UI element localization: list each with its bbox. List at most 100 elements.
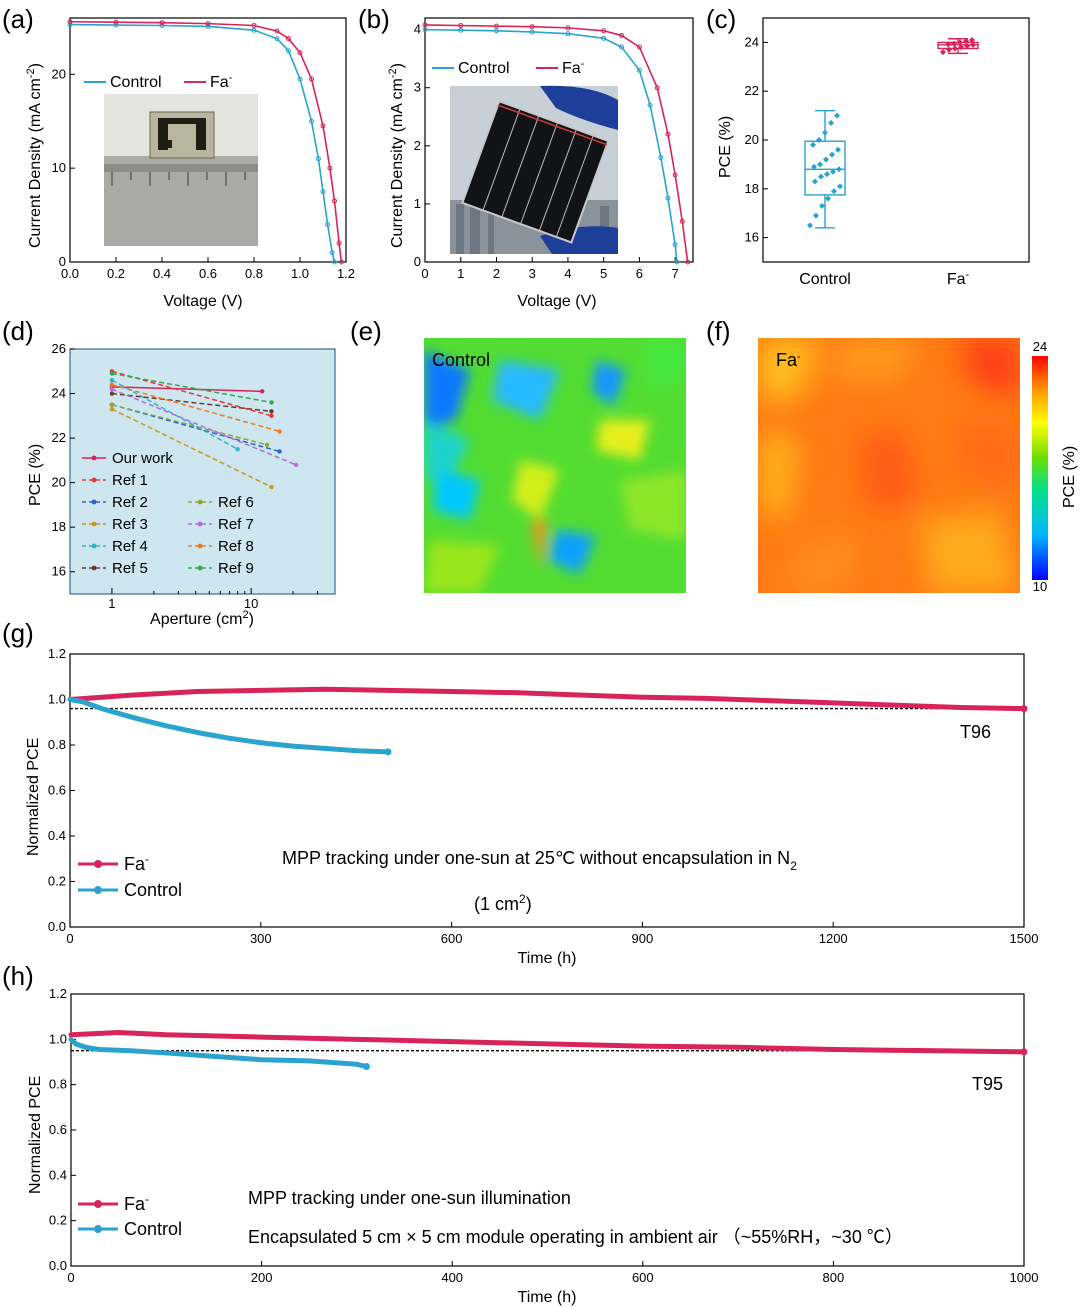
control-series-point <box>315 156 321 162</box>
panel-label-d: (d) <box>2 316 34 346</box>
legend-label-3: Ref 3 <box>112 516 148 533</box>
colorbar-min: 10 <box>1033 579 1047 594</box>
fa-data-point <box>946 46 952 53</box>
colorbar <box>1032 356 1048 580</box>
control-series-point <box>274 36 280 42</box>
y-axis-label: Normalized PCE <box>27 1076 44 1194</box>
y-axis-label: PCE (%) <box>27 444 44 506</box>
x-tick-label: 200 <box>251 1270 273 1285</box>
legend-fa-label: Fa- <box>562 58 585 77</box>
series-point-0 <box>259 389 265 394</box>
series-line-8 <box>111 383 280 433</box>
colorbar-label: PCE (%) <box>1061 446 1078 508</box>
y-axis-label: Current Density (mA cm-2) <box>25 63 44 248</box>
series-point-6 <box>264 442 270 447</box>
legend-control-label: Control <box>458 60 510 77</box>
x-tick-label: 4 <box>564 266 571 281</box>
control-data-point <box>812 178 818 185</box>
control-data-point <box>811 163 817 170</box>
control-series-point <box>422 27 428 33</box>
series-point-4 <box>109 377 115 383</box>
control-data-point <box>825 195 831 202</box>
series-line-0 <box>111 386 263 393</box>
y-tick-label: 22 <box>52 430 66 445</box>
fa-data-point <box>945 41 951 48</box>
y-tick-label: 0.6 <box>49 1122 67 1137</box>
heatmap-label: Control <box>432 350 490 370</box>
x-category-fa: Fa- <box>947 269 970 288</box>
y-tick-label: 0.8 <box>48 737 66 752</box>
x-tick-label: 600 <box>632 1270 654 1285</box>
x-tick-label: 0.8 <box>245 266 263 281</box>
fa-series-point <box>493 23 499 29</box>
control-series-point <box>286 48 291 54</box>
fa-series-point <box>565 25 571 31</box>
y-tick-label: 0 <box>59 254 66 269</box>
fa-data-point <box>952 45 958 52</box>
y-tick-label: 2 <box>414 138 421 153</box>
control-series-point <box>636 67 642 73</box>
control-series-point <box>325 221 331 227</box>
control-series-line <box>69 23 336 263</box>
legend-fa-marker <box>94 860 102 868</box>
panel-label-a: (a) <box>2 4 34 34</box>
legend-control-label: Control <box>124 880 182 900</box>
series-point-9 <box>109 371 115 376</box>
control-series-point <box>332 259 337 265</box>
x-tick-label: 5 <box>600 266 607 281</box>
fa-data-point <box>951 40 957 47</box>
device-photo-inset <box>104 94 258 246</box>
control-series-point <box>297 76 303 82</box>
threshold-label: T95 <box>972 1074 1003 1094</box>
y-tick-label: 20 <box>52 66 66 81</box>
x-tick-label: 6 <box>636 266 643 281</box>
control-data-point <box>816 137 822 143</box>
x-tick-label: 0.2 <box>107 266 125 281</box>
y-tick-label: 22 <box>745 83 759 98</box>
series-point-5 <box>109 391 115 396</box>
control-series-point <box>565 31 571 37</box>
control-series-point <box>658 154 664 160</box>
series-line-9 <box>111 372 272 404</box>
x-tick-label: 1 <box>457 266 464 281</box>
fa-series-line <box>69 20 343 263</box>
series-point-9 <box>269 400 274 405</box>
x-tick-label: 10 <box>244 596 258 611</box>
fa-series-point <box>619 32 625 38</box>
y-tick-label: 0.0 <box>48 919 66 934</box>
fa-data-point <box>969 36 975 43</box>
legend-marker-0 <box>91 455 97 461</box>
fa-series-point <box>159 20 165 26</box>
control-data-point <box>823 156 829 163</box>
fa-series-point <box>332 198 337 204</box>
heatmap-label: Fa- <box>776 350 801 370</box>
control-data-point <box>819 202 825 209</box>
threshold-label: T96 <box>960 722 991 742</box>
control-end-point <box>362 1063 370 1071</box>
y-tick-label: 0.2 <box>48 874 66 889</box>
control-series-point <box>672 242 678 248</box>
fa-series-point <box>336 240 342 246</box>
x-tick-label: 0 <box>66 931 73 946</box>
y-tick-label: 1.2 <box>48 646 66 661</box>
fa-end-point <box>1020 1048 1028 1056</box>
x-tick-label: 900 <box>632 931 654 946</box>
fa-series-point <box>672 172 678 178</box>
control-data-point <box>834 112 840 119</box>
y-tick-label: 1.2 <box>49 986 67 1001</box>
panel-g-stability-chart: 0 300 600 900 1200 15000.00.20.40.60.81.01.2 … <box>25 646 1038 967</box>
fa-series-point <box>309 76 314 82</box>
legend-fa-marker <box>94 1200 102 1208</box>
y-tick-label: 20 <box>52 475 66 490</box>
control-series-point <box>674 259 680 265</box>
control-series-point <box>329 250 335 256</box>
x-tick-label: 0.0 <box>61 266 79 281</box>
annotation-line-2: (1 cm2) <box>474 892 532 914</box>
control-series-point <box>458 27 464 33</box>
fa-series-point <box>286 36 291 42</box>
panel-e-control-heatmap: Control <box>424 338 686 593</box>
control-series-point <box>601 35 607 41</box>
fa-series-point <box>297 50 303 56</box>
panel-label-h: (h) <box>2 961 34 991</box>
